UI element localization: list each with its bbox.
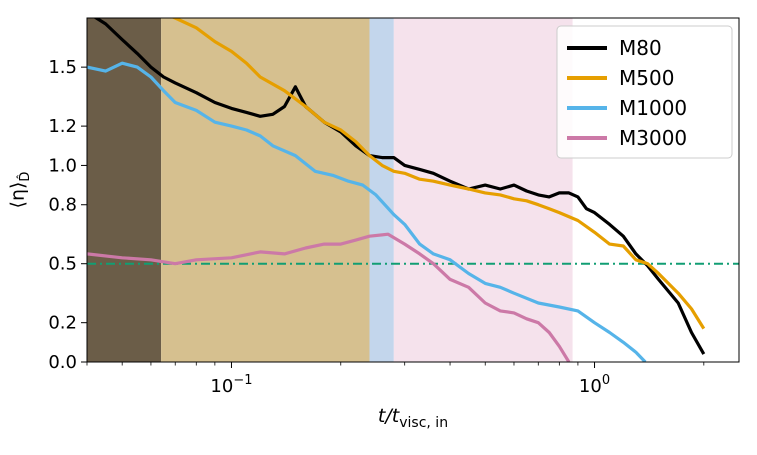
legend-label: M80 (619, 36, 662, 60)
legend-label: M500 (619, 66, 674, 90)
series-line-m80 (93, 18, 706, 355)
axis-ticks: 0.0 0.2 0.5 0.8 1.0 1.2 1.5 10−1 100 (48, 57, 705, 397)
legend: M80 M500 M1000 M3000 (556, 25, 733, 159)
y-tick-label: 0.8 (48, 195, 77, 216)
shaded-band-4 (393, 18, 573, 362)
shaded-band-3 (369, 18, 394, 362)
series-line-m3000 (87, 232, 571, 362)
shaded-band-2 (161, 18, 370, 362)
legend-label: M3000 (619, 126, 687, 150)
y-tick-label: 0.5 (48, 254, 77, 275)
y-tick-label: 0.0 (48, 352, 77, 373)
series-line-m500 (171, 18, 706, 330)
series-lines (87, 18, 706, 362)
legend-box (556, 25, 733, 159)
legend-label: M1000 (619, 96, 687, 120)
y-tick-label: 1.5 (48, 57, 77, 78)
x-axis-label: t/tvisc, in (378, 405, 448, 431)
y-axis-label: ⟨η⟩D̂ (7, 172, 33, 209)
x-tick-label: 100 (579, 373, 610, 397)
x-tick-label: 10−1 (210, 373, 252, 397)
y-tick-label: 1.2 (48, 116, 77, 137)
y-tick-label: 0.2 (48, 313, 77, 334)
series-line-m1000 (87, 61, 647, 362)
y-tick-label: 1.0 (48, 155, 77, 176)
plot-frame (86, 17, 740, 363)
